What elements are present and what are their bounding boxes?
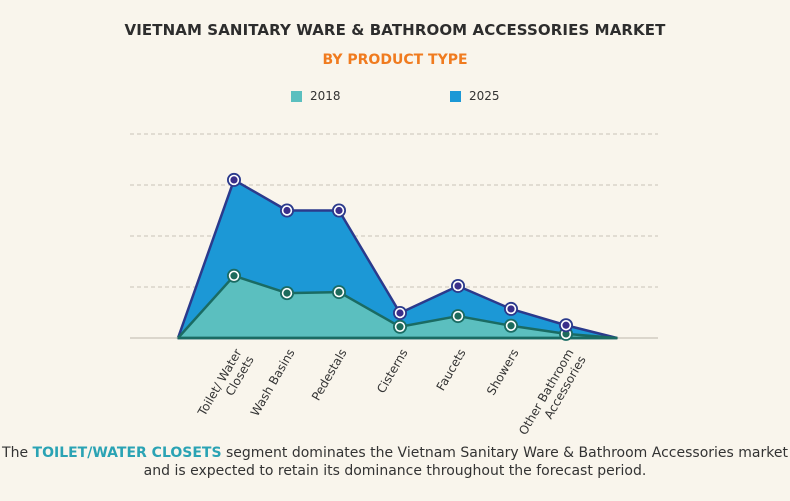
footer-text: The TOILET/WATER CLOSETS segment dominat… [0,444,790,480]
x-tick-label: Cisterns [374,347,410,396]
marker-dot-2025 [454,282,462,290]
legend-swatch-2025 [450,90,461,102]
marker-dot-2025 [396,309,404,317]
area-2018 [176,274,619,340]
marker-dot-2025 [562,321,570,329]
x-tick-label: Faucets [434,347,469,394]
marker-dot-2025 [507,305,515,313]
footer-post: segment dominates the Vietnam Sanitary W… [143,445,788,479]
chart-title: VIETNAM SANITARY WARE & BATHROOM ACCESSO… [124,21,666,39]
legend-swatch-2018 [291,90,302,102]
marker-dot-2025 [335,206,343,215]
marker-dot-2025 [230,176,238,184]
x-tick-label: Other BathroomAccessories [516,347,589,445]
marker-dot-2025 [283,206,291,215]
x-tick-label: Showers [484,347,522,398]
marker-dot-2018 [396,323,404,331]
x-tick-label: Pedestals [309,347,350,403]
marker-dot-2018 [230,272,238,280]
marker-dot-2018 [454,312,462,320]
chart-subtitle: BY PRODUCT TYPE [322,52,468,68]
legend-label-2018: 2018 [310,89,341,103]
x-tick-label: Wash Basins [248,347,298,419]
marker-dot-2018 [562,330,570,338]
footer-highlight: TOILET/WATER CLOSETS [32,445,222,461]
legend-item-2025: 2025 [450,89,500,103]
marker-dot-2018 [283,289,291,297]
marker-dot-2018 [335,288,343,296]
legend-item-2018: 2018 [291,89,341,103]
marker-dot-2018 [507,322,515,330]
footer-pre: The [2,445,33,461]
legend-label-2025: 2025 [469,89,500,103]
x-tick-label: Toilet/ WaterClosets [195,346,257,426]
